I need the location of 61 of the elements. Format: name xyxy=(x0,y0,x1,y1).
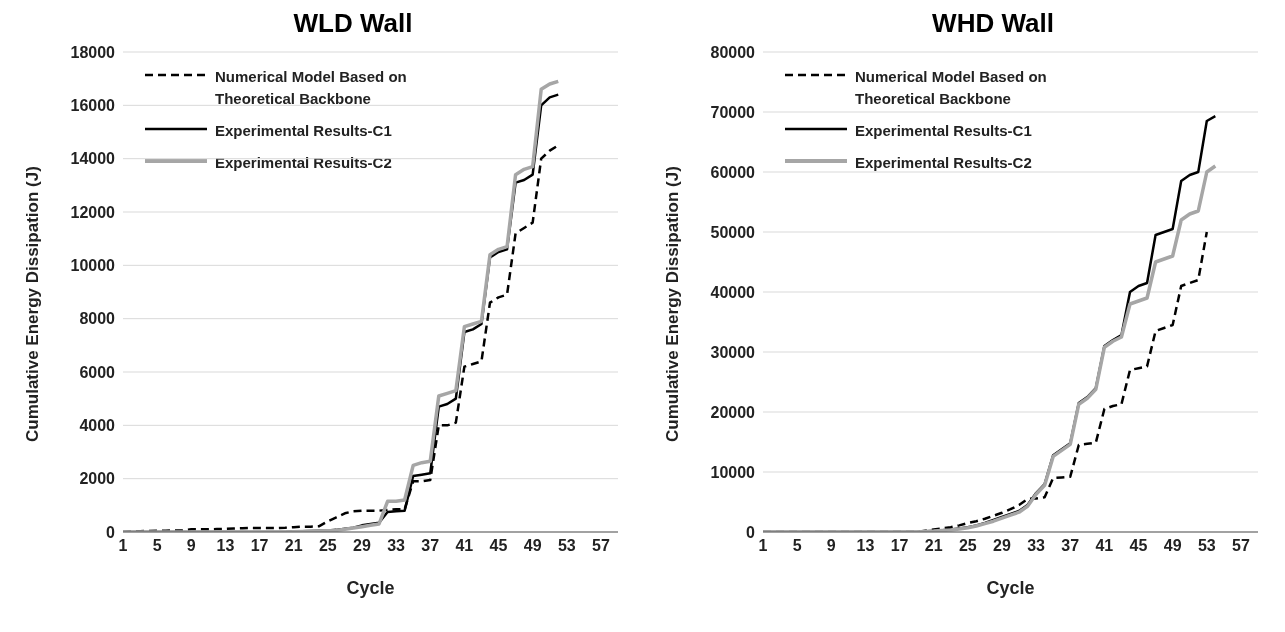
y-tick-label: 80000 xyxy=(710,43,756,61)
x-tick-label: 21 xyxy=(284,537,303,555)
x-tick-label: 53 xyxy=(557,537,576,555)
x-tick-label: 45 xyxy=(489,537,508,555)
x-tick-label: 41 xyxy=(455,537,474,555)
y-tick-label: 18000 xyxy=(70,43,116,61)
legend-label: Experimental Results-C1 xyxy=(215,121,392,141)
chart-title: WHD Wall xyxy=(931,8,1055,40)
y-tick-label: 10000 xyxy=(70,257,116,275)
y-tick-label: 6000 xyxy=(79,363,116,381)
x-tick-label: 57 xyxy=(1232,537,1250,555)
y-tick-label: 50000 xyxy=(710,223,756,241)
x-tick-label: 45 xyxy=(1129,537,1148,555)
y-tick-label: 40000 xyxy=(710,283,756,301)
x-tick-label: 33 xyxy=(1027,537,1046,555)
y-tick-label: 2000 xyxy=(79,470,116,488)
x-tick-label: 49 xyxy=(1163,537,1182,555)
y-tick-label: 12000 xyxy=(70,203,116,221)
x-axis-title: Cycle xyxy=(986,578,1035,598)
x-tick-label: 25 xyxy=(318,537,337,555)
x-tick-label: 37 xyxy=(1061,537,1080,555)
x-tick-label: 57 xyxy=(592,537,610,555)
x-tick-label: 33 xyxy=(387,537,406,555)
x-tick-label: 5 xyxy=(792,537,802,555)
y-tick-label: 10000 xyxy=(710,463,756,481)
x-tick-label: 37 xyxy=(421,537,440,555)
chart-title: WLD Wall xyxy=(292,8,414,40)
y-tick-label: 70000 xyxy=(710,103,756,121)
y-tick-label: 4000 xyxy=(79,417,116,435)
x-tick-label: 29 xyxy=(353,537,371,555)
y-axis-title: Cumulative Energy Dissipation (J) xyxy=(663,166,683,442)
x-axis-title: Cycle xyxy=(346,578,395,598)
x-tick-label: 13 xyxy=(856,537,875,555)
legend-label: Experimental Results-C2 xyxy=(215,153,392,173)
x-tick-label: 1 xyxy=(118,537,128,555)
y-tick-label: 16000 xyxy=(70,97,116,115)
x-tick-label: 9 xyxy=(186,537,196,555)
x-tick-label: 25 xyxy=(958,537,977,555)
y-tick-label: 0 xyxy=(746,523,756,541)
legend-label: Experimental Results-C2 xyxy=(855,153,1032,173)
y-tick-label: 30000 xyxy=(710,343,756,361)
legend-label: Numerical Model Based on Theoretical Backbone xyxy=(215,67,408,109)
x-tick-label: 9 xyxy=(826,537,836,555)
y-tick-label: 60000 xyxy=(710,163,756,181)
legend-label: Numerical Model Based on Theoretical Backbone xyxy=(855,67,1048,109)
y-tick-label: 20000 xyxy=(710,403,756,421)
y-tick-label: 14000 xyxy=(70,150,116,168)
x-tick-label: 49 xyxy=(523,537,542,555)
x-tick-label: 1 xyxy=(758,537,768,555)
y-axis-title: Cumulative Energy Dissipation (J) xyxy=(23,166,43,442)
x-tick-label: 5 xyxy=(152,537,162,555)
x-tick-label: 13 xyxy=(216,537,235,555)
x-tick-label: 21 xyxy=(924,537,943,555)
y-tick-label: 8000 xyxy=(79,310,116,328)
x-tick-label: 53 xyxy=(1197,537,1216,555)
x-tick-label: 41 xyxy=(1095,537,1114,555)
x-tick-label: 29 xyxy=(993,537,1011,555)
legend-label: Experimental Results-C1 xyxy=(855,121,1032,141)
x-tick-label: 17 xyxy=(250,537,269,555)
x-tick-label: 17 xyxy=(890,537,909,555)
y-tick-label: 0 xyxy=(106,523,116,541)
